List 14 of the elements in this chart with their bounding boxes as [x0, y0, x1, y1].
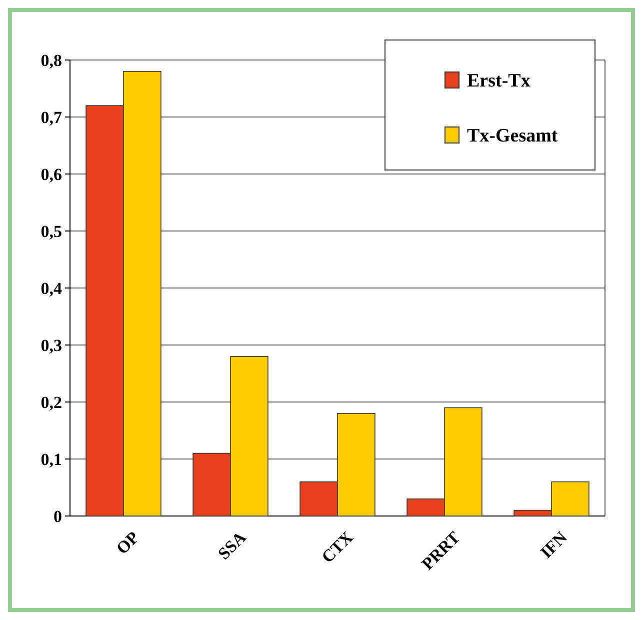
y-tick-label: 0,4: [40, 278, 62, 298]
y-tick-label: 0,7: [40, 108, 62, 127]
legend-label: Tx-Gesamt: [467, 126, 558, 147]
x-tick-label: IFN: [536, 527, 572, 562]
y-tick-label: 0,6: [40, 164, 62, 184]
y-tick-label: 0: [54, 506, 62, 526]
y-tick-label: 0,2: [40, 392, 62, 412]
y-tick-label: 0,5: [40, 222, 62, 241]
x-tick-label: SSA: [214, 527, 250, 564]
x-tick-label: OP: [112, 528, 143, 558]
y-tick-label: 0,3: [40, 336, 62, 355]
y-tick-label: 0,1: [40, 450, 62, 469]
legend-label: Erst-Tx: [467, 70, 531, 92]
y-tick-label: 0,8: [40, 50, 62, 70]
